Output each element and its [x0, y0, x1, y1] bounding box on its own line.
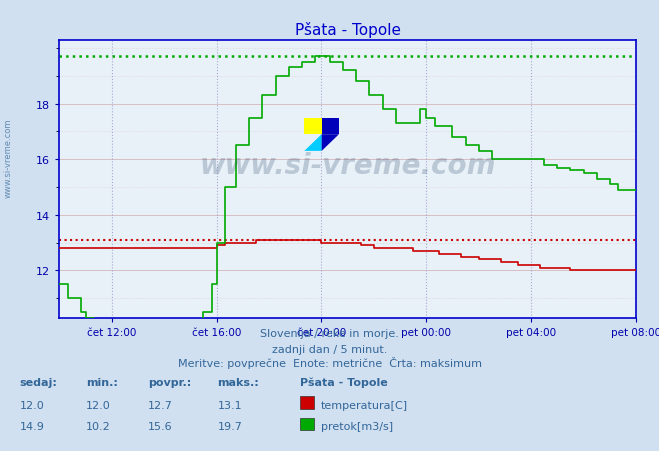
Text: 14.9: 14.9 [20, 421, 45, 431]
Polygon shape [304, 135, 322, 152]
Text: 12.7: 12.7 [148, 400, 173, 410]
Text: Meritve: povprečne  Enote: metrične  Črta: maksimum: Meritve: povprečne Enote: metrične Črta:… [177, 356, 482, 368]
Text: povpr.:: povpr.: [148, 377, 192, 387]
Polygon shape [322, 135, 339, 152]
Text: www.si-vreme.com: www.si-vreme.com [200, 152, 496, 179]
FancyBboxPatch shape [304, 118, 322, 135]
Text: 19.7: 19.7 [217, 421, 243, 431]
Text: 15.6: 15.6 [148, 421, 173, 431]
Text: Pšata - Topole: Pšata - Topole [300, 377, 387, 387]
Text: zadnji dan / 5 minut.: zadnji dan / 5 minut. [272, 344, 387, 354]
Text: 13.1: 13.1 [217, 400, 242, 410]
Text: min.:: min.: [86, 377, 117, 387]
Text: temperatura[C]: temperatura[C] [321, 400, 408, 410]
Text: 12.0: 12.0 [20, 400, 45, 410]
Text: 10.2: 10.2 [86, 421, 111, 431]
FancyBboxPatch shape [322, 118, 339, 135]
Text: maks.:: maks.: [217, 377, 259, 387]
Text: pretok[m3/s]: pretok[m3/s] [321, 421, 393, 431]
Text: www.si-vreme.com: www.si-vreme.com [3, 118, 13, 198]
Text: 12.0: 12.0 [86, 400, 111, 410]
Text: sedaj:: sedaj: [20, 377, 57, 387]
Title: Pšata - Topole: Pšata - Topole [295, 22, 401, 38]
Text: Slovenija / reke in morje.: Slovenija / reke in morje. [260, 328, 399, 338]
